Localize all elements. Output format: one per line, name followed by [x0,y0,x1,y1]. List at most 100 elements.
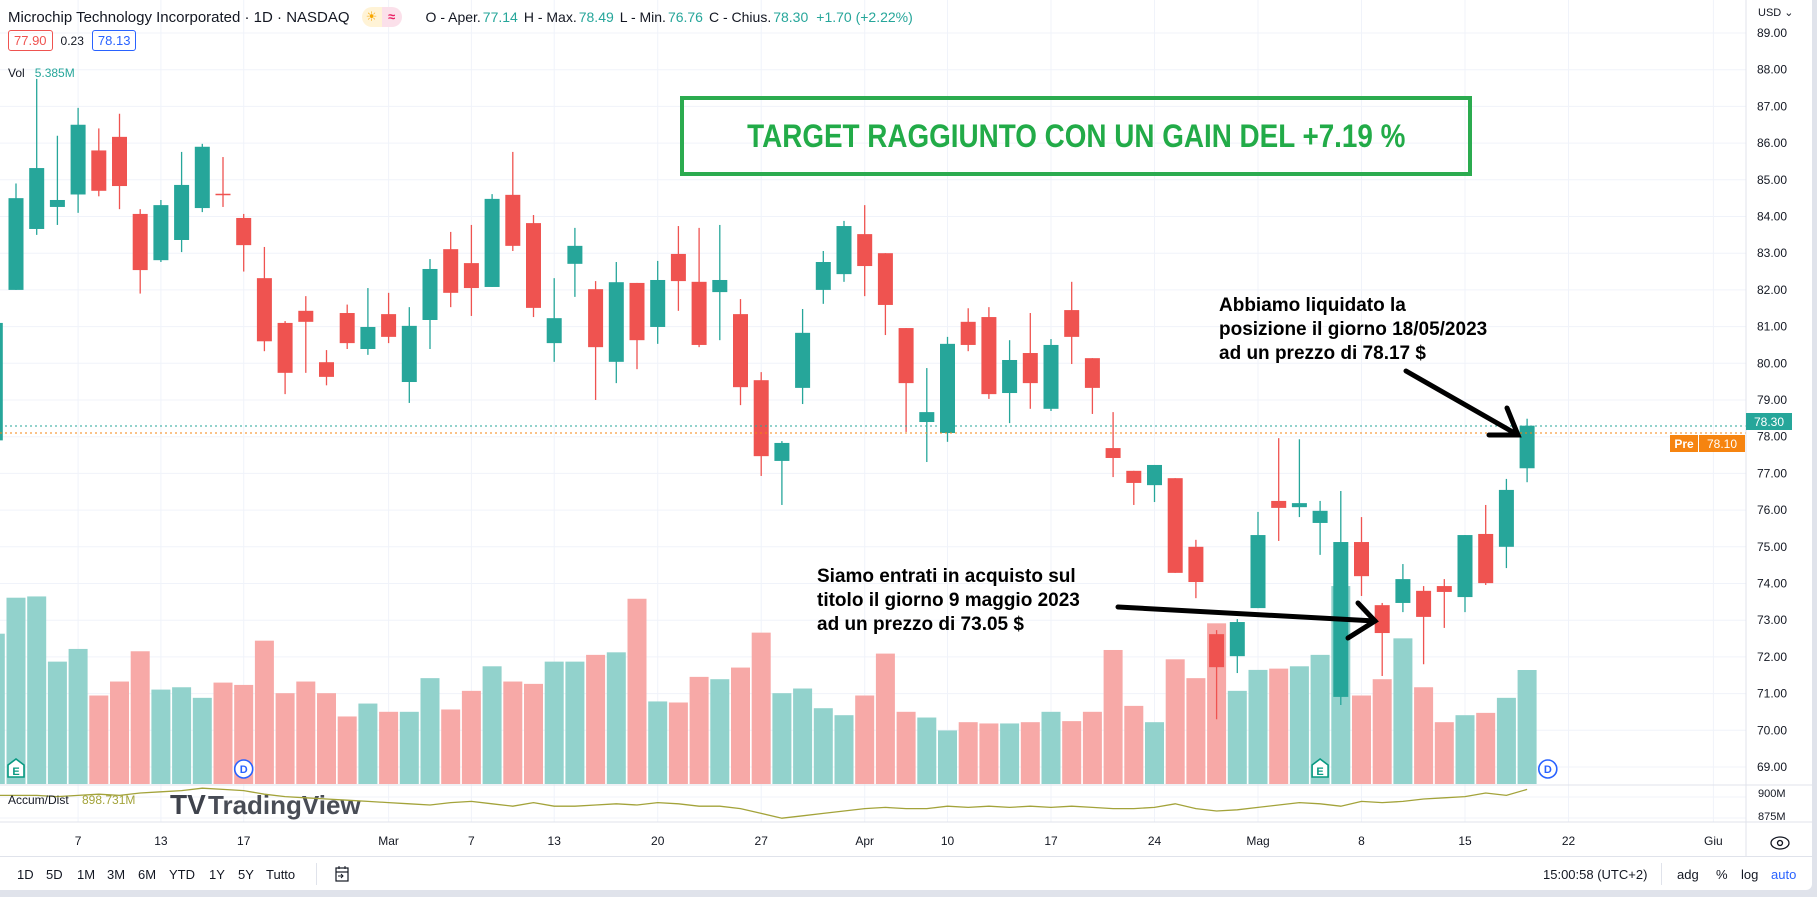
range-all[interactable]: Tutto [266,867,296,882]
candle-body[interactable] [0,322,3,441]
candle-body[interactable] [733,314,748,388]
candle-body[interactable] [650,279,666,327]
candle-body[interactable] [70,124,86,195]
candle-body[interactable] [1436,586,1452,592]
range-5y[interactable]: 5Y [238,867,254,882]
candle-body[interactable] [1416,590,1432,617]
candle-body[interactable] [940,343,955,434]
candle-body[interactable] [443,249,459,293]
candle-body[interactable] [1519,425,1535,469]
candle-body[interactable] [1002,359,1018,394]
adjust-toggle[interactable]: adg [1677,867,1699,882]
range-1d[interactable]: 1D [17,867,34,882]
auto-toggle[interactable]: auto [1771,867,1797,882]
candle-body[interactable] [236,217,252,246]
candle-body[interactable] [588,289,604,348]
candle-body[interactable] [422,268,438,320]
candle-body[interactable] [774,442,790,461]
candle-body[interactable] [815,262,831,290]
candle-body[interactable] [91,150,107,191]
wave-icon[interactable]: ≈ [381,7,402,27]
candle-body[interactable] [1291,503,1307,508]
candle-body[interactable] [670,253,686,282]
candle-body[interactable] [381,314,397,337]
candle-body[interactable] [857,234,873,267]
time-axis[interactable]: Feb71317Mar7132027Apr101724Mag81522Giu [0,834,1723,848]
earnings-marker-icon[interactable] [1311,758,1329,778]
candle-body[interactable] [1022,353,1038,384]
sun-icon[interactable]: ☀ [361,7,382,27]
candle-body[interactable] [339,313,355,344]
earnings-marker-icon[interactable] [7,758,25,778]
candle-body[interactable] [608,282,624,362]
candle-body[interactable] [1147,464,1162,486]
candle-body[interactable] [1229,622,1245,657]
candle-body[interactable] [1498,489,1514,547]
candle-body[interactable] [960,321,976,345]
candle-body[interactable] [1457,535,1473,598]
candle-body[interactable] [1064,310,1080,337]
candle-body[interactable] [1478,533,1494,584]
settings-icon[interactable] [1770,836,1790,850]
candle-body[interactable] [132,213,148,271]
range-1y[interactable]: 1Y [209,867,225,882]
sell-price-button[interactable]: 77.90 [8,30,53,51]
symbol-title[interactable]: Microchip Technology Incorporated · 1D ·… [8,8,350,26]
candle-body[interactable] [1188,546,1204,583]
range-1m[interactable]: 1M [77,867,96,882]
clock-timezone[interactable]: 15:00:58 (UTC+2) [1543,867,1648,882]
price-axis[interactable]: 89.00 88.00 87.00 86.00 85.00 84.00 83.00 82.00… [1757,26,1787,774]
candle-body[interactable] [1126,470,1142,483]
candle-body[interactable] [1043,344,1059,409]
range-6m[interactable]: 6M [138,867,157,882]
candle-body[interactable] [484,198,500,287]
candle-body[interactable] [898,328,914,384]
candle-body[interactable] [1312,510,1328,523]
candle-body[interactable] [1271,500,1287,508]
candle-body[interactable] [1395,579,1411,603]
candle-body[interactable] [505,194,521,246]
candle-body[interactable] [49,199,65,207]
candle-body[interactable] [29,168,45,229]
dividend-marker-icon[interactable] [1538,759,1558,779]
range-ytd[interactable]: YTD [169,867,195,882]
candle-body[interactable] [1354,542,1369,577]
candle-body[interactable] [546,318,562,344]
candle-body[interactable] [712,279,728,293]
percent-toggle[interactable]: % [1716,867,1728,882]
candle-body[interactable] [153,205,169,261]
range-3m[interactable]: 3M [107,867,126,882]
candle-body[interactable] [691,281,707,345]
currency-selector[interactable]: USD ⌄ [1758,7,1794,19]
candle-body[interactable] [629,282,645,341]
candle-body[interactable] [1250,535,1266,609]
candle-body[interactable] [919,412,935,423]
candle-body[interactable] [256,278,272,342]
candle-body[interactable] [1105,448,1121,458]
candle-body[interactable] [1167,478,1183,573]
log-toggle[interactable]: log [1741,867,1759,882]
candle-body[interactable] [1374,605,1390,634]
calendar-goto-icon[interactable] [334,865,350,883]
candle-body[interactable] [401,325,417,383]
dividend-marker-icon[interactable] [233,759,254,779]
candle-body[interactable] [1209,634,1225,668]
candle-body[interactable] [215,193,231,196]
range-5d[interactable]: 5D [46,867,63,882]
candle-body[interactable] [360,326,376,349]
candle-body[interactable] [174,184,190,240]
candle-body[interactable] [526,223,541,308]
candle-body[interactable] [567,245,583,264]
candle-body[interactable] [877,253,893,305]
candle-body[interactable] [753,380,769,457]
candle-body[interactable] [1084,358,1100,388]
candle-body[interactable] [112,136,127,187]
candle-body[interactable] [981,317,997,395]
buy-price-button[interactable]: 78.13 [91,30,137,51]
candle-body[interactable] [319,362,334,377]
candle-body[interactable] [795,332,811,388]
candle-body[interactable] [277,322,293,373]
candle-body[interactable] [8,198,24,290]
candle-body[interactable] [836,226,852,275]
